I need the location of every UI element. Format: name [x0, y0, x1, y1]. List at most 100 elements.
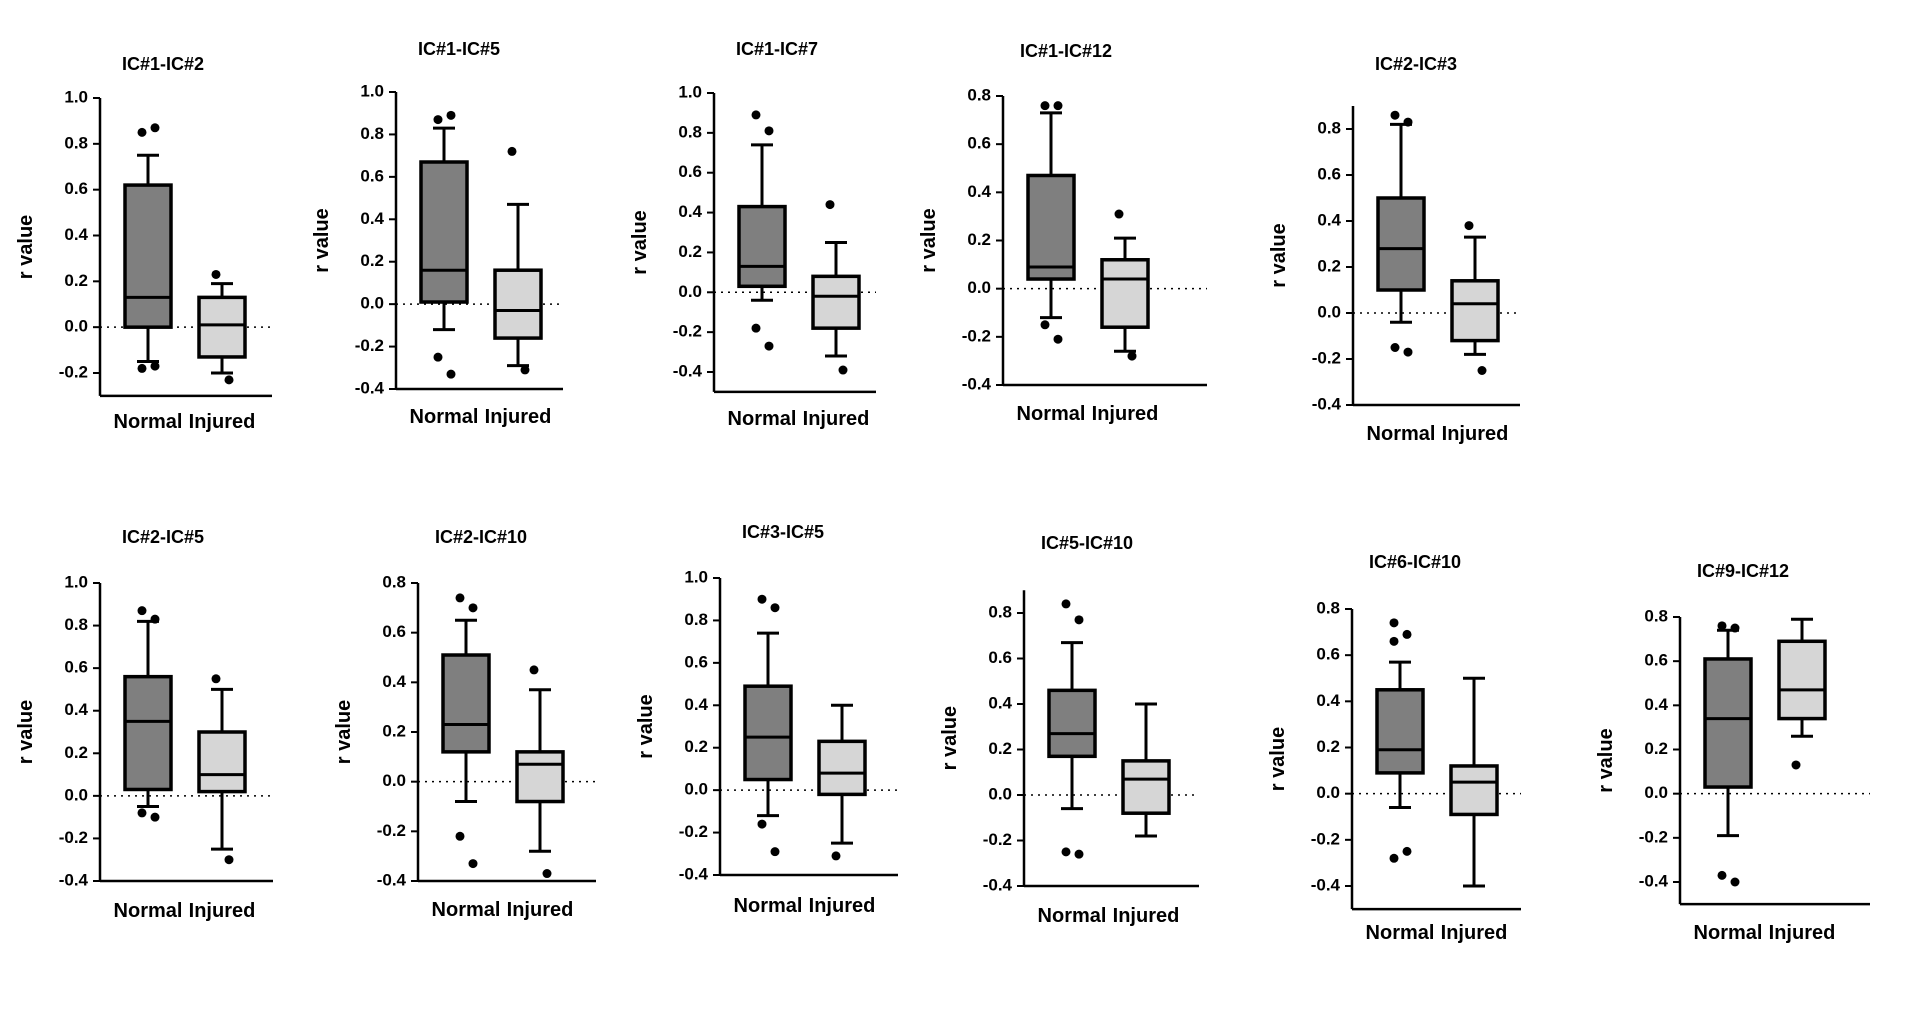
y-tick-label: 0.8	[360, 124, 384, 143]
normal-outlier-point	[1717, 621, 1727, 631]
y-axis-label: r value	[15, 215, 37, 279]
y-tick-label: 0.4	[1644, 695, 1668, 714]
y-tick-label: 0.0	[382, 771, 406, 790]
injured-box	[197, 295, 247, 359]
injured-box	[493, 268, 543, 340]
injured-box	[817, 739, 867, 797]
injured-category-label: Injured	[189, 411, 256, 433]
injured-box	[1100, 258, 1150, 329]
normal-outlier-point	[137, 808, 147, 818]
panel-title: IC#1-IC#12	[1020, 41, 1112, 61]
y-tick-label: 1.0	[64, 87, 88, 106]
y-tick-label: 0.2	[1644, 739, 1668, 758]
y-tick-label: -0.4	[59, 870, 89, 889]
normal-box	[1376, 196, 1426, 292]
injured-box	[515, 750, 565, 804]
y-tick-label: 0.2	[1316, 737, 1340, 756]
y-tick-label: -0.2	[355, 336, 384, 355]
normal-outlier-point	[1390, 343, 1400, 352]
y-tick-label: -0.4	[1639, 871, 1669, 890]
y-tick-label: 0.0	[64, 317, 88, 336]
y-tick-label: 1.0	[684, 567, 708, 586]
normal-outlier-point	[1040, 320, 1050, 330]
y-tick-label: 0.8	[1317, 118, 1341, 137]
normal-outlier-point	[446, 110, 456, 120]
y-tick-label: 0.2	[64, 271, 88, 290]
y-tick-label: 0.0	[1644, 783, 1668, 802]
normal-box	[441, 653, 491, 754]
y-tick-label: 0.2	[64, 743, 88, 762]
y-tick-label: 0.6	[64, 179, 88, 198]
y-tick-label: -0.2	[377, 821, 406, 840]
box-panel-2: IC#1-IC#5 r value 1.0 0.8 0.6 0.4 0.2 0.0 -0.2 -0…	[311, 39, 563, 428]
y-tick-label: -0.2	[1312, 348, 1341, 367]
y-tick-label: -0.4	[1311, 875, 1341, 894]
injured-category-label: Injured	[507, 899, 574, 921]
y-tick-label: 0.4	[382, 672, 406, 691]
normal-outlier-point	[150, 361, 160, 371]
y-tick-label: 0.8	[1316, 598, 1340, 617]
box-panel-3: IC#1-IC#7 r value 1.0 0.8 0.6 0.4 0.2 0.0 -0.2 -0…	[629, 39, 876, 430]
box-panel-8: IC#3-IC#5 r value 1.0 0.8 0.6 0.4 0.2 0.0 -0.2 -0…	[635, 522, 898, 917]
y-tick-label: 0.6	[967, 134, 991, 153]
normal-category-label: Normal	[432, 899, 501, 921]
normal-outlier-point	[150, 123, 160, 133]
injured-box	[811, 274, 861, 330]
normal-outlier-point	[751, 323, 761, 333]
y-tick-label: -0.2	[983, 830, 1012, 849]
injured-outlier-point	[825, 200, 835, 210]
panel-title: IC#1-IC#7	[736, 39, 818, 59]
injured-category-label: Injured	[1092, 403, 1159, 425]
normal-box	[737, 204, 787, 289]
y-axis-label: r value	[635, 694, 657, 758]
y-tick-label: 0.6	[684, 652, 708, 671]
normal-outlier-point	[137, 606, 147, 616]
injured-category-label: Injured	[1769, 922, 1836, 944]
y-tick-label: 0.8	[64, 615, 88, 634]
normal-category-label: Normal	[1694, 922, 1763, 944]
y-tick-label: 0.0	[1317, 302, 1341, 321]
box-panel-7: IC#2-IC#10 r value 0.8 0.6 0.4 0.2 0.0 -0.2 -0.4…	[333, 527, 596, 921]
normal-box	[743, 684, 793, 782]
panel-title: IC#6-IC#10	[1369, 552, 1461, 572]
injured-category-label: Injured	[803, 408, 870, 430]
y-tick-label: 0.0	[360, 294, 384, 313]
injured-outlier-point	[1791, 760, 1801, 770]
normal-outlier-point	[150, 614, 160, 624]
injured-outlier-point	[1127, 351, 1137, 361]
y-axis-label: r value	[311, 208, 333, 272]
y-tick-label: -0.4	[962, 374, 992, 393]
normal-outlier-point	[455, 593, 465, 603]
y-tick-label: -0.4	[355, 378, 385, 397]
y-tick-label: 1.0	[678, 82, 702, 101]
injured-outlier-point	[520, 365, 530, 375]
y-tick-label: 0.6	[64, 658, 88, 677]
normal-category-label: Normal	[1038, 905, 1107, 927]
y-tick-label: 0.2	[684, 737, 708, 756]
normal-outlier-point	[1389, 853, 1399, 863]
normal-category-label: Normal	[1017, 403, 1086, 425]
normal-outlier-point	[764, 341, 774, 351]
y-tick-label: 0.4	[988, 693, 1012, 712]
injured-box	[1777, 639, 1827, 721]
normal-outlier-point	[770, 603, 780, 613]
y-tick-label: -0.4	[1312, 394, 1342, 413]
y-tick-label: 0.8	[1644, 606, 1668, 625]
injured-category-label: Injured	[189, 900, 256, 922]
y-tick-label: 0.2	[967, 230, 991, 249]
y-tick-label: 1.0	[64, 572, 88, 591]
box-panel-5: IC#2-IC#3 r value 0.8 0.6 0.4 0.2 0.0 -0.2 -0.4 N…	[1268, 54, 1520, 445]
normal-outlier-point	[1403, 347, 1413, 357]
y-tick-label: -0.2	[59, 828, 88, 847]
injured-outlier-point	[1464, 221, 1474, 231]
normal-category-label: Normal	[734, 895, 803, 917]
y-tick-label: 0.0	[64, 785, 88, 804]
injured-box	[197, 730, 247, 794]
y-axis-label: r value	[629, 210, 651, 274]
injured-category-label: Injured	[1113, 905, 1180, 927]
y-tick-label: 0.0	[1316, 783, 1340, 802]
normal-outlier-point	[137, 127, 147, 137]
y-axis-label: r value	[333, 700, 355, 764]
injured-outlier-point	[211, 269, 221, 279]
y-tick-label: 0.6	[988, 648, 1012, 667]
